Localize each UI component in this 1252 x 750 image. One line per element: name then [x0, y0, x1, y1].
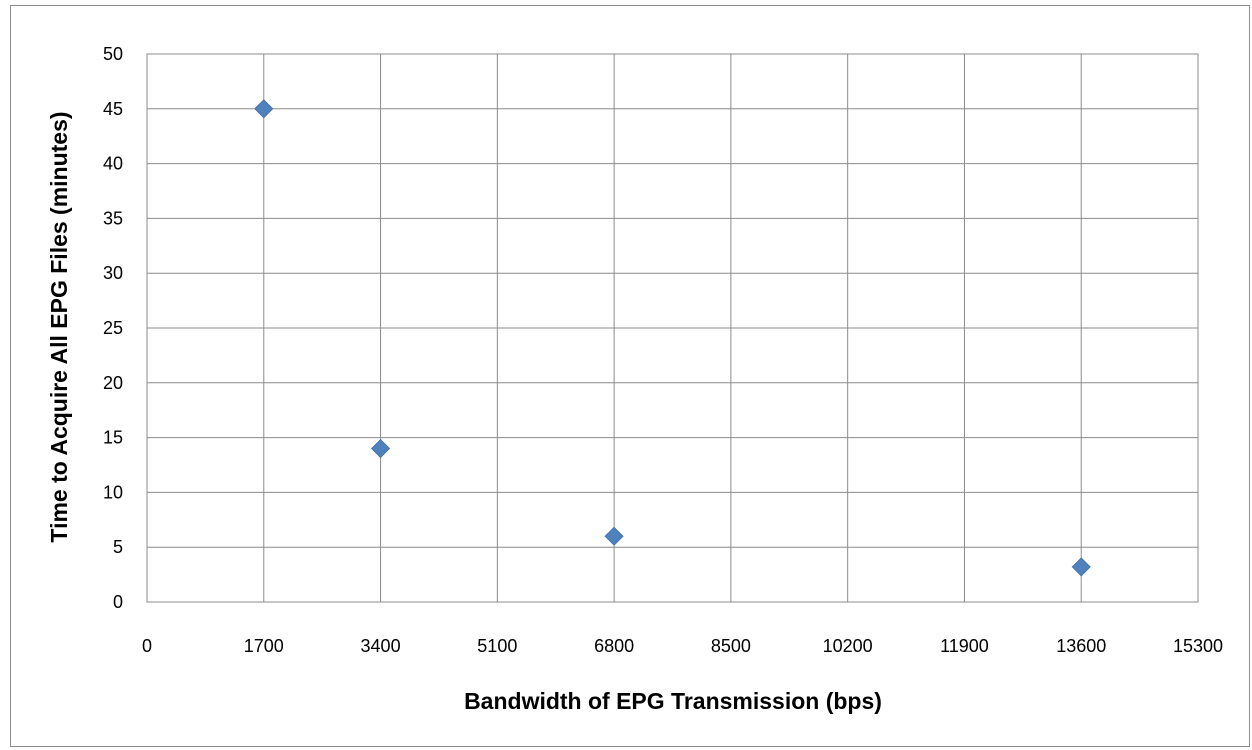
y-tick-label: 45 [103, 99, 123, 119]
x-tick-label: 15300 [1173, 636, 1223, 656]
data-point [254, 99, 274, 119]
y-tick-label: 15 [103, 428, 123, 448]
chart-frame [10, 5, 1250, 747]
x-tick-label: 13600 [1056, 636, 1106, 656]
data-point [370, 438, 391, 459]
grid-lines [146, 53, 1199, 603]
y-tick-label: 5 [113, 537, 123, 557]
y-tick-label: 20 [103, 373, 123, 393]
y-tick-label: 50 [103, 44, 123, 64]
y-axis-title: Time to Acquire All EPG Files (minutes) [46, 111, 72, 542]
x-tick-label: 10200 [823, 636, 873, 656]
data-points [254, 99, 1091, 577]
y-tick-label: 35 [103, 208, 123, 228]
data-point [604, 526, 624, 546]
y-tick-label: 25 [103, 318, 123, 338]
x-tick-label: 0 [142, 636, 152, 656]
x-axis-title: Bandwidth of EPG Transmission (bps) [464, 688, 882, 714]
x-tick-label: 8500 [711, 636, 751, 656]
y-tick-label: 10 [103, 482, 123, 502]
x-tick-labels: 0 1700 3400 5100 6800 8500 10200 11900 13600 1530… [142, 636, 1223, 656]
x-tick-label: 11900 [940, 636, 989, 656]
y-tick-label: 40 [103, 154, 123, 174]
x-tick-label: 6800 [594, 636, 634, 656]
x-tick-label: 5100 [477, 636, 517, 656]
y-tick-label: 30 [103, 263, 123, 283]
y-tick-label: 0 [113, 592, 123, 612]
plot-area-border [146, 53, 1199, 603]
y-tick-labels: 0 5 10 15 20 25 30 35 40 45 50 [103, 44, 123, 612]
data-point [1071, 557, 1091, 577]
x-tick-label: 1700 [244, 636, 284, 656]
x-tick-label: 3400 [361, 636, 401, 656]
